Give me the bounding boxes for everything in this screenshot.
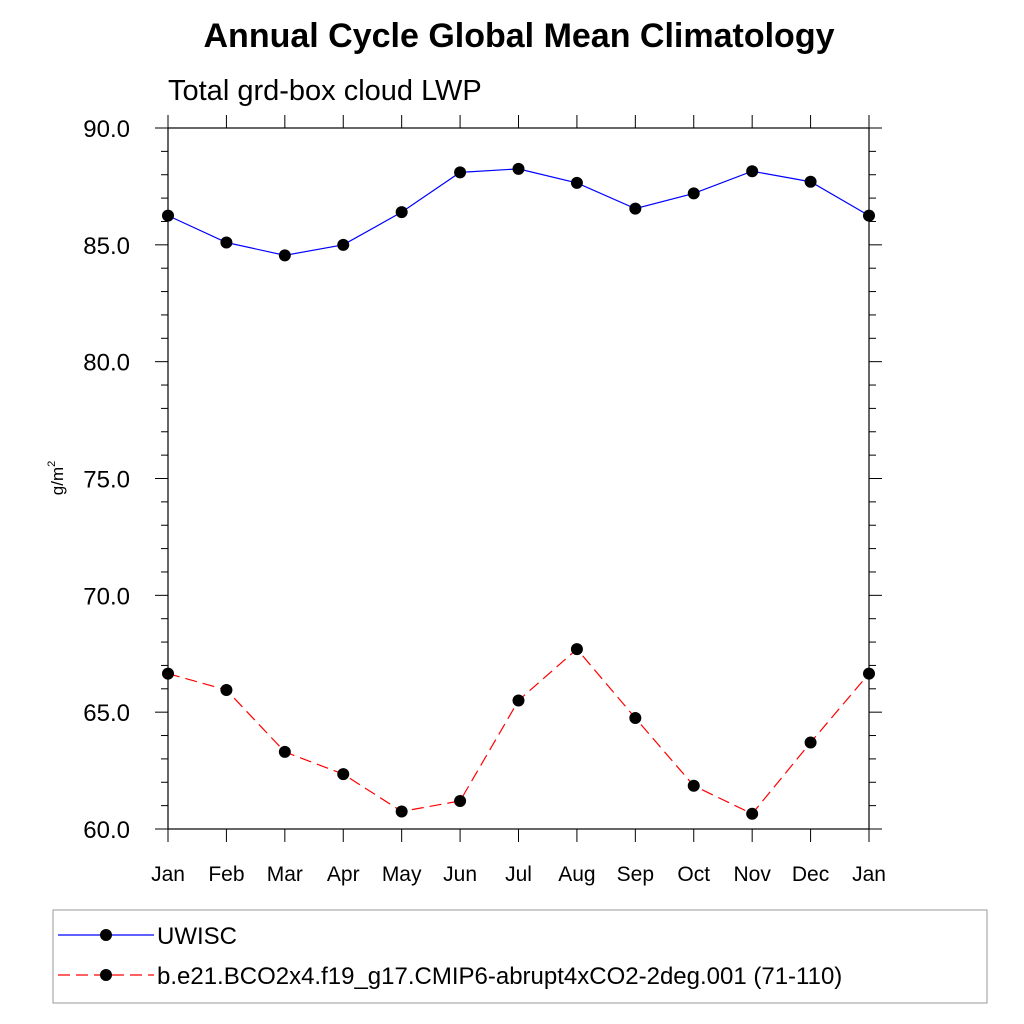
series-line [167,168,870,256]
data-point [162,209,174,222]
data-point [220,683,233,696]
plot-border [167,127,870,830]
x-tick-label: Dec [792,863,829,886]
data-point [804,175,817,188]
data-point [629,202,642,215]
data-point [395,805,408,818]
legend-marker [100,969,112,981]
legend-box [52,909,988,1004]
y-tick-label: 90.0 [83,116,130,143]
data-point [395,206,408,219]
data-point [746,807,759,820]
y-axis-label: g/m2 [46,461,67,495]
chart-subtitle: Total grd-box cloud LWP [168,75,482,107]
series-1 [162,162,875,262]
y-tick-label: 60.0 [83,817,130,844]
data-point [687,187,700,200]
data-point [804,736,817,749]
x-tick-label: Nov [733,863,771,886]
legend-entry-2: b.e21.BCO2x4.f19_g17.CMIP6-abrupt4xCO2-2… [58,963,842,990]
data-point [687,779,700,792]
data-point [220,236,233,249]
x-tick-label: Jan [151,863,185,886]
data-point [629,712,642,725]
series-layer [162,162,875,820]
data-point [512,694,525,707]
y-axis-ticks: 60.0 65.0 70.0 75.0 80.0 85.0 90.0 [83,116,882,844]
series-2 [162,643,875,820]
legend-entries: UWISC b.e21.BCO2x4.f19_g17.CMIP6-abrupt4x… [58,923,842,990]
data-point [512,162,525,175]
x-axis-ticks: Jan Feb Mar Apr May Jun Jul Aug Sep Oct Nov Dec Jan [151,115,886,886]
x-tick-label: Jan [852,863,886,886]
data-point [454,794,467,807]
data-point [570,643,583,656]
y-tick-label: 75.0 [83,467,130,494]
plot-area [167,127,870,830]
x-tick-label: May [382,863,422,886]
data-point [337,768,350,781]
x-tick-label: Mar [267,863,303,886]
data-point [454,166,467,179]
series-line [167,648,870,815]
y-tick-label: 70.0 [83,583,130,610]
x-tick-label: Apr [327,863,360,886]
data-point [162,667,174,680]
data-point [278,249,291,262]
x-tick-label: Jul [505,863,532,886]
y-axis-label-exponent: 2 [46,461,58,467]
y-tick-label: 85.0 [83,233,130,260]
chart-title: Annual Cycle Global Mean Climatology [204,17,835,55]
data-point [863,209,875,222]
y-tick-label: 65.0 [83,700,130,727]
x-tick-label: Aug [558,863,595,886]
legend-label: b.e21.BCO2x4.f19_g17.CMIP6-abrupt4xCO2-2… [157,963,842,990]
data-point [863,667,875,680]
data-point [337,238,350,251]
data-point [746,165,759,178]
x-tick-label: Oct [677,863,710,886]
x-tick-label: Sep [617,863,654,886]
legend: UWISC b.e21.BCO2x4.f19_g17.CMIP6-abrupt4x… [52,909,988,1004]
legend-entry-1: UWISC [58,923,237,950]
legend-marker [100,929,112,941]
y-tick-label: 80.0 [83,350,130,377]
data-point [278,745,291,758]
y-axis-label-base: g/m [48,467,67,495]
x-tick-label: Jun [443,863,477,886]
x-tick-label: Feb [208,863,244,886]
legend-label: UWISC [157,923,237,950]
data-point [570,176,583,189]
